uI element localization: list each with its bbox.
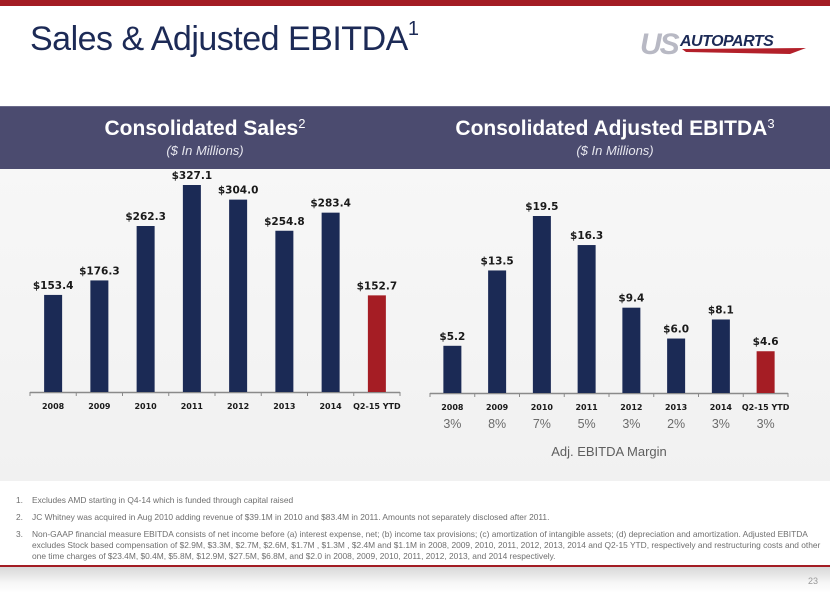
- sales-category-label: 2010: [134, 402, 157, 411]
- logo-us-text: US: [640, 28, 680, 60]
- sales-bar-q2-15-ytd: [367, 295, 386, 392]
- title-footnote-ref: 1: [407, 18, 419, 40]
- sales-data-label: $254.8: [264, 216, 305, 228]
- ebitda-data-label: $13.5: [481, 255, 514, 267]
- ebitda-data-label: $9.4: [618, 293, 644, 305]
- ebitda-footnote-ref: 3: [767, 116, 775, 131]
- ebitda-chart-subtitle: ($ In Millions): [576, 143, 654, 158]
- ebitda-margin-value: 3%: [443, 417, 461, 431]
- bottom-shadow: [0, 567, 830, 593]
- footnote-text: Non-GAAP financial measure EBITDA consis…: [32, 529, 821, 561]
- logo-swoosh-icon: [682, 48, 806, 54]
- ebitda-bar-2013: [667, 338, 686, 393]
- ebitda-category-label: 2013: [665, 403, 687, 412]
- ebitda-bar-2012: [622, 307, 641, 393]
- sales-data-label: $176.3: [79, 265, 120, 277]
- ebitda-category-label: 2009: [486, 403, 509, 412]
- sales-category-label: 2008: [42, 402, 65, 411]
- ebitda-bar-2009: [488, 270, 507, 393]
- ebitda-data-label: $19.5: [525, 201, 558, 213]
- slide-title: Sales & Adjusted EBITDA1: [30, 18, 419, 59]
- sales-footnote-ref: 2: [298, 116, 306, 131]
- ebitda-bar-2010: [532, 216, 551, 393]
- ebitda-data-label: $4.6: [753, 336, 779, 348]
- ebitda-category-label: 2010: [531, 403, 554, 412]
- sales-data-label: $153.4: [33, 280, 74, 292]
- ebitda-data-label: $5.2: [439, 331, 465, 343]
- sales-data-label: $152.7: [357, 280, 398, 292]
- sales-bar-2010: [136, 226, 155, 392]
- ebitda-margin-label: Adj. EBITDA Margin: [551, 444, 667, 459]
- ebitda-bar-2014: [711, 319, 730, 393]
- ebitda-data-label: $16.3: [570, 230, 603, 242]
- page-number: 23: [807, 576, 818, 586]
- ebitda-margin-value: 7%: [533, 417, 551, 431]
- sales-data-label: $327.1: [172, 170, 213, 182]
- ebitda-margin-value: 3%: [622, 417, 640, 431]
- ebitda-data-label: $8.1: [708, 304, 734, 316]
- sales-bar-2014: [321, 212, 340, 392]
- ebitda-margin-value: 5%: [578, 417, 596, 431]
- slide-title-text: Sales & Adjusted EBITDA: [30, 20, 408, 58]
- top-accent-bar: [0, 0, 830, 6]
- ebitda-category-label: 2012: [620, 403, 642, 412]
- ebitda-bar-2008: [443, 345, 462, 393]
- sales-category-label: 2013: [273, 402, 295, 411]
- ebitda-margin-value: 3%: [757, 417, 775, 431]
- bottom-accent-line: [0, 565, 830, 567]
- sales-category-label: 2012: [227, 402, 249, 411]
- ebitda-category-label: 2014: [710, 403, 733, 412]
- ebitda-category-label: 2011: [575, 403, 598, 412]
- sales-category-label: 2014: [319, 402, 342, 411]
- sales-category-label: Q2-15 YTD: [353, 402, 401, 411]
- ebitda-data-label: $6.0: [663, 324, 689, 336]
- sales-bar-2009: [90, 280, 109, 392]
- footnote-number: 3.: [16, 529, 23, 539]
- ebitda-bar-q2-15-ytd: [756, 351, 775, 393]
- ebitda-bar-2011: [577, 245, 596, 393]
- ebitda-margin-value: 8%: [488, 417, 506, 431]
- sales-bar-2013: [275, 230, 294, 392]
- sales-data-label: $304.0: [218, 185, 259, 197]
- sales-category-label: 2011: [181, 402, 204, 411]
- sales-chart-title: Consolidated Sales2: [70, 116, 340, 141]
- ebitda-chart-title: Consolidated Adjusted EBITDA3: [430, 116, 800, 141]
- footnote-text: JC Whitney was acquired in Aug 2010 addi…: [32, 512, 550, 522]
- ebitda-category-label: 2008: [441, 403, 464, 412]
- ebitda-title-text: Consolidated Adjusted EBITDA: [455, 117, 768, 140]
- footnote-number: 1.: [16, 495, 23, 505]
- sales-chart-subtitle: ($ In Millions): [166, 143, 244, 158]
- sales-bar-2012: [229, 199, 248, 392]
- ebitda-category-label: Q2-15 YTD: [742, 403, 790, 412]
- sales-data-label: $283.4: [310, 198, 351, 210]
- us-autoparts-logo: US AUTOPARTS: [640, 28, 806, 60]
- footnote-text: Excludes AMD starting in Q4-14 which is …: [32, 495, 294, 505]
- ebitda-margin-value: 2%: [667, 417, 685, 431]
- ebitda-margin-value: 3%: [712, 417, 730, 431]
- sales-title-text: Consolidated Sales: [104, 117, 299, 140]
- sales-bar-2008: [44, 294, 63, 392]
- logo-autoparts-text: AUTOPARTS: [679, 33, 774, 50]
- footnote-number: 2.: [16, 512, 23, 522]
- sales-bar-2011: [182, 185, 201, 392]
- sales-data-label: $262.3: [125, 211, 166, 223]
- sales-category-label: 2009: [88, 402, 111, 411]
- section-header-band: Consolidated Sales2 ($ In Millions) Cons…: [0, 106, 830, 170]
